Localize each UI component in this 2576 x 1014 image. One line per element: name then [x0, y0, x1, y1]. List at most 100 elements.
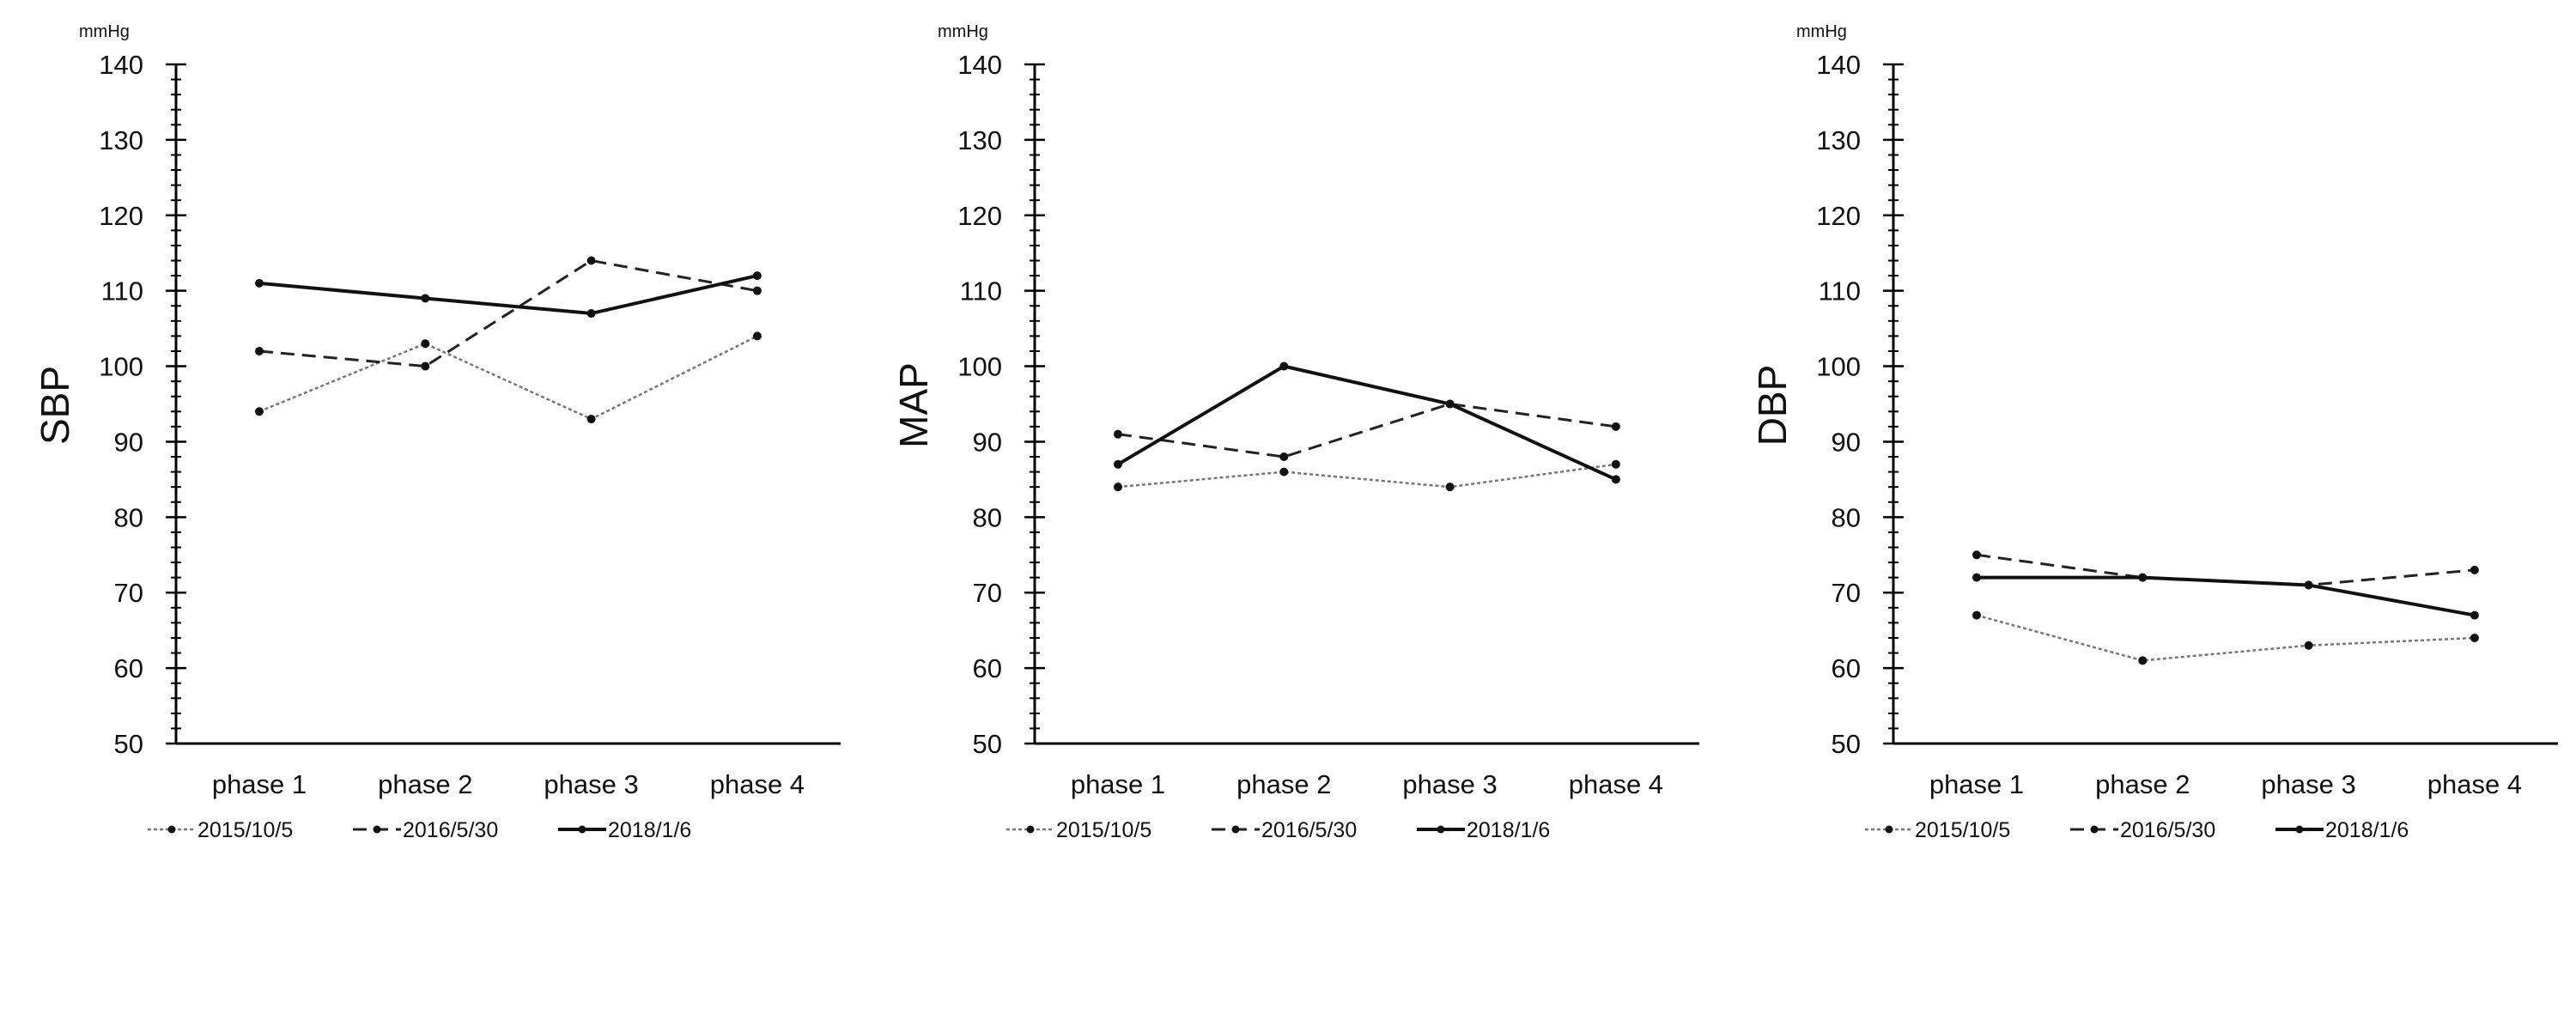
y-axis-label: DBP [1750, 365, 1795, 446]
series-line [258, 258, 758, 368]
y-tick-label: 80 [1832, 502, 1861, 532]
series-2016/5/30 [1972, 550, 2479, 590]
data-point [1611, 475, 1620, 484]
x-tick-label: phase 1 [212, 769, 307, 799]
x-tick-label: phase 4 [710, 769, 805, 799]
unit-label: mmHg [938, 22, 988, 41]
x-tick-label: phase 1 [1071, 769, 1165, 799]
series-line [1117, 463, 1617, 489]
y-tick-label: 100 [1816, 352, 1861, 382]
y-tick-label: 90 [973, 427, 1002, 457]
data-point [255, 278, 264, 288]
legend-label: 2016/5/30 [403, 818, 498, 842]
data-point [586, 256, 596, 265]
data-point [752, 271, 762, 281]
data-point [1972, 610, 1981, 620]
data-point [2138, 573, 2148, 582]
data-point [1279, 361, 1289, 371]
y-tick-label: 70 [973, 578, 1002, 608]
legend: 2015/10/5 2016/5/30 2018/1/6 [1865, 818, 2409, 842]
y-tick-label: 100 [957, 352, 1002, 382]
series-2018/1/6 [255, 271, 762, 319]
y-tick-label: 90 [114, 427, 143, 457]
y-tick-label: 80 [973, 502, 1002, 532]
data-point [1445, 399, 1455, 409]
legend-label: 2015/10/5 [1056, 818, 1151, 842]
series-line [1976, 614, 2475, 662]
chart-panel-sbp: mmHg SBP 50 60 70 80 90 100 110 120 130 140 phase 1 p… [33, 22, 841, 842]
legend-marker [2090, 825, 2099, 834]
series-2018/1/6 [1972, 573, 2479, 620]
y-tick-label: 80 [114, 502, 143, 532]
series-2016/5/30 [1114, 399, 1620, 462]
data-point [1114, 483, 1122, 492]
series-2015/10/5 [1972, 610, 2479, 665]
y-axis-label: MAP [891, 362, 936, 448]
unit-label: mmHg [79, 22, 130, 41]
series-line [1117, 402, 1617, 458]
series-2016/5/30 [255, 256, 762, 371]
data-point [2304, 641, 2313, 650]
legend-marker [1437, 825, 1445, 834]
series-line [1977, 575, 2476, 617]
x-tick-label: phase 3 [2261, 769, 2355, 799]
legend-marker [167, 825, 176, 834]
data-point [421, 339, 430, 349]
y-tick-label: 60 [114, 653, 143, 683]
chart-panel-map: mmHg MAP 50 60 70 80 90 100 110 120 130 140 phase 1 p… [891, 22, 1699, 842]
y-tick-label: 120 [957, 201, 1002, 231]
y-tick-label: 70 [114, 578, 143, 608]
series-line [1976, 553, 2476, 586]
data-point [586, 309, 596, 319]
data-point [586, 415, 596, 424]
data-point [2138, 656, 2148, 665]
series-2015/10/5 [255, 331, 762, 424]
legend-label: 2018/1/6 [2325, 818, 2409, 842]
x-tick-label: phase 2 [378, 769, 472, 799]
x-tick-label: phase 4 [1569, 769, 1663, 799]
legend-label: 2016/5/30 [1261, 818, 1357, 842]
legend-marker [373, 825, 381, 834]
series-line [258, 274, 758, 316]
data-point [2470, 633, 2479, 642]
series-2018/1/6 [1114, 361, 1620, 484]
y-tick-label: 70 [1832, 578, 1861, 608]
y-tick-label: 60 [973, 653, 1002, 683]
y-tick-label: 60 [1832, 653, 1861, 683]
data-point [421, 361, 430, 371]
x-tick-label: phase 3 [544, 769, 638, 799]
y-tick-label: 120 [99, 201, 143, 231]
data-point [1972, 550, 1981, 560]
data-point [255, 407, 264, 416]
data-point [752, 331, 762, 341]
legend-label: 2015/10/5 [197, 818, 293, 842]
y-tick-label: 140 [99, 50, 143, 80]
data-point [752, 286, 762, 295]
legend-marker [1231, 825, 1240, 834]
y-tick-label: 110 [1819, 276, 1861, 307]
legend-marker [1885, 825, 1893, 834]
x-tick-label: phase 1 [1929, 769, 2024, 799]
legend-marker [578, 825, 586, 834]
data-point [1611, 422, 1620, 431]
legend-marker [2295, 825, 2304, 834]
x-tick-label: phase 3 [1402, 769, 1497, 799]
y-tick-label: 50 [114, 729, 143, 759]
data-point [1114, 429, 1122, 439]
y-tick-label: 50 [973, 729, 1002, 759]
x-tick-label: phase 2 [2095, 769, 2190, 799]
legend-marker [1026, 825, 1035, 834]
y-tick-label: 120 [1816, 201, 1861, 231]
series-2015/10/5 [1114, 459, 1620, 492]
legend: 2015/10/5 2016/5/30 2018/1/6 [148, 818, 691, 842]
series-line [1116, 364, 1617, 482]
data-point [1114, 459, 1122, 469]
y-axis-label: SBP [33, 366, 77, 445]
series-line [258, 335, 758, 421]
chart-panel-dbp: mmHg DBP 50 60 70 80 90 100 110 120 130 140 phase 1 p… [1750, 22, 2558, 842]
data-point [1279, 452, 1289, 462]
y-tick-label: 100 [99, 352, 143, 382]
data-point [1445, 483, 1455, 492]
legend-label: 2015/10/5 [1915, 818, 2010, 842]
